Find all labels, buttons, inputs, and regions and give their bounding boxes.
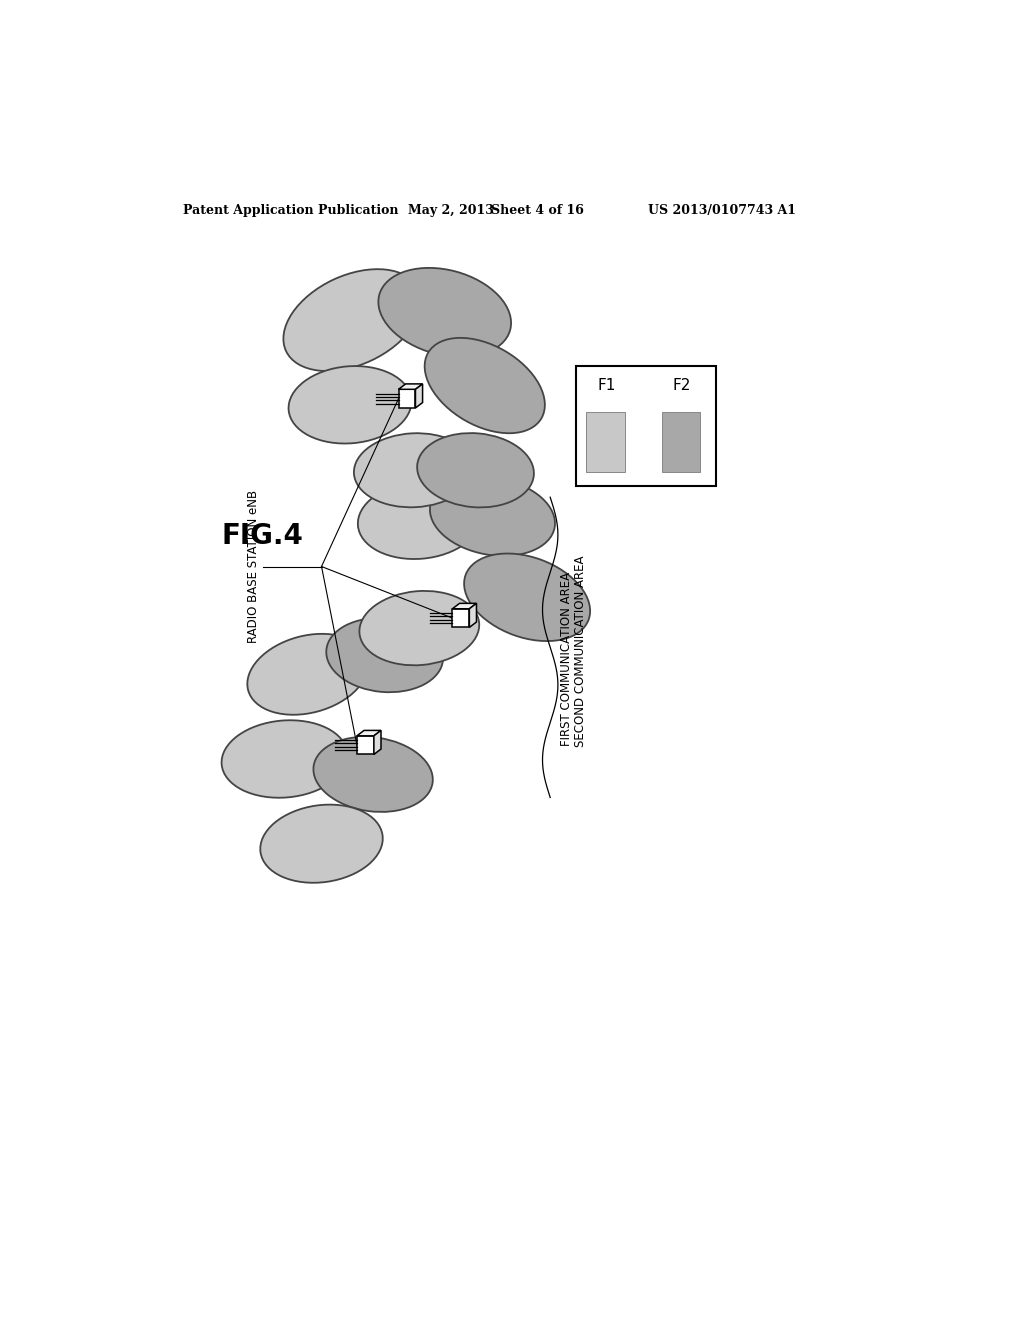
Polygon shape [374, 730, 381, 755]
Ellipse shape [313, 737, 433, 812]
Bar [575, 367, 716, 486]
Polygon shape [357, 735, 374, 755]
Text: RADIO BASE STATION eNB: RADIO BASE STATION eNB [247, 490, 260, 643]
Ellipse shape [354, 433, 474, 507]
Polygon shape [453, 603, 476, 609]
Text: Sheet 4 of 16: Sheet 4 of 16 [490, 205, 584, 218]
Ellipse shape [284, 269, 421, 371]
Ellipse shape [327, 618, 443, 692]
Ellipse shape [430, 477, 555, 556]
Ellipse shape [417, 433, 534, 507]
Ellipse shape [221, 721, 347, 797]
Text: F1: F1 [597, 378, 615, 393]
Polygon shape [398, 384, 423, 389]
Bar [662, 412, 700, 471]
Polygon shape [416, 384, 423, 408]
Text: SECOND COMMUNICATION AREA: SECOND COMMUNICATION AREA [574, 556, 587, 747]
Text: F2: F2 [673, 378, 691, 393]
Polygon shape [357, 730, 381, 735]
Text: FIRST COMMUNICATION AREA: FIRST COMMUNICATION AREA [560, 572, 573, 746]
Ellipse shape [260, 805, 383, 883]
Ellipse shape [378, 268, 511, 356]
Polygon shape [469, 603, 476, 627]
Text: US 2013/0107743 A1: US 2013/0107743 A1 [648, 205, 796, 218]
Bar [587, 412, 625, 471]
Text: FIG.4: FIG.4 [221, 521, 303, 549]
Ellipse shape [289, 366, 412, 444]
Polygon shape [453, 609, 469, 627]
Text: May 2, 2013: May 2, 2013 [408, 205, 494, 218]
Ellipse shape [357, 482, 480, 560]
Ellipse shape [425, 338, 545, 433]
Ellipse shape [359, 591, 479, 665]
Polygon shape [398, 389, 416, 408]
Ellipse shape [464, 553, 590, 642]
Ellipse shape [248, 634, 368, 714]
Text: Patent Application Publication: Patent Application Publication [183, 205, 398, 218]
